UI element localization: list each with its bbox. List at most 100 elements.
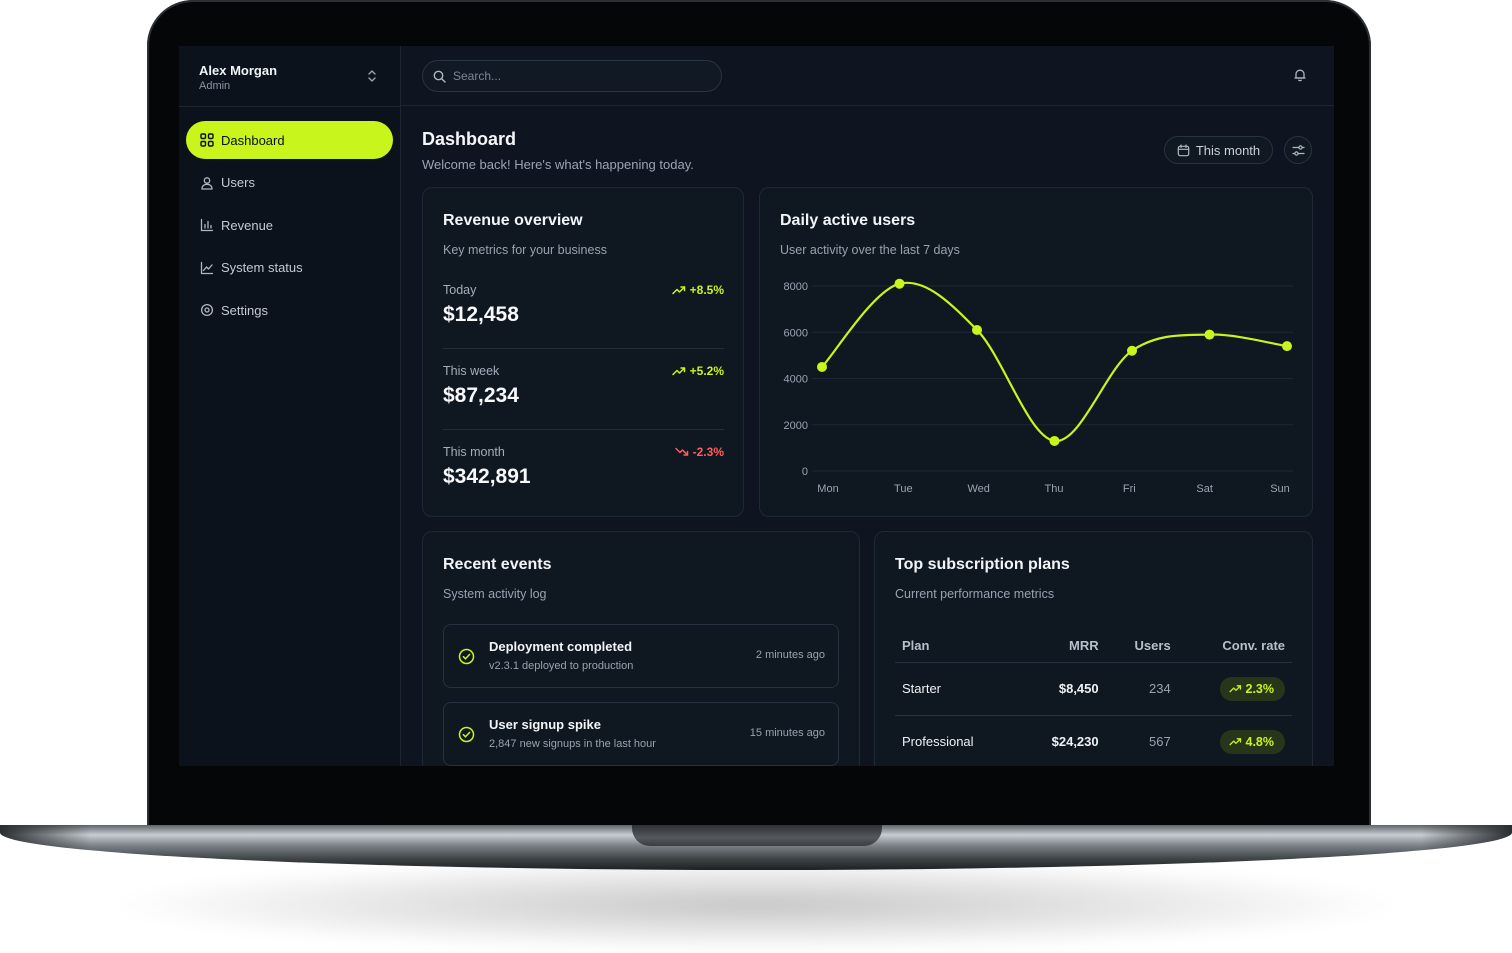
plan-rate-cell: 4.8% <box>1177 715 1292 766</box>
sidebar-item-label: Users <box>221 175 255 190</box>
sidebar-item-label: Settings <box>221 302 268 318</box>
data-point <box>1049 435 1060 446</box>
conversion-rate: 4.8% <box>1245 734 1275 749</box>
main-content: Dashboard Welcome back! Here's what's ha… <box>422 106 1313 766</box>
revenue-change: +5.2% <box>671 364 724 378</box>
card-subtitle: System activity log <box>443 587 547 601</box>
user-icon <box>200 176 214 190</box>
sidebar-item-system-status[interactable]: System status <box>186 249 393 287</box>
event-time: 15 minutes ago <box>749 727 825 739</box>
x-tick-label: Sat <box>1196 483 1213 495</box>
recent-events-card: Recent events System activity log Deploy… <box>422 531 860 766</box>
plan-name: Professional <box>895 715 1018 766</box>
x-tick-label: Mon <box>817 483 838 495</box>
trend-up-icon <box>671 286 685 295</box>
chevrons-up-down-icon[interactable] <box>366 68 378 84</box>
search-input[interactable] <box>453 69 703 83</box>
revenue-label: This week <box>443 364 500 378</box>
sidebar-item-label: Dashboard <box>221 132 285 148</box>
revenue-change: -2.3% <box>674 445 724 459</box>
column-header-conv-rate[interactable]: Conv. rate <box>1177 630 1292 663</box>
divider <box>443 348 724 349</box>
sidebar-item-label: Revenue <box>221 217 274 233</box>
event-item[interactable]: Deployment completed v2.3.1 deployed to … <box>443 624 839 688</box>
divider <box>443 429 724 430</box>
trend-up-icon <box>1228 685 1241 693</box>
date-range-label: This month <box>1195 142 1261 158</box>
revenue-overview-card: Revenue overview Key metrics for your bu… <box>422 187 744 517</box>
sidebar-nav: Dashboard Users Revenue System status <box>179 107 400 329</box>
filter-button[interactable] <box>1284 136 1312 164</box>
event-description: v2.3.1 deployed to production <box>489 660 634 672</box>
data-point <box>1204 329 1215 340</box>
sidebar-item-settings[interactable]: Settings <box>186 291 393 329</box>
bar-chart-icon <box>200 218 214 232</box>
data-point <box>1282 341 1292 352</box>
card-title: Revenue overview <box>443 212 583 229</box>
x-tick-label: Sun <box>1270 483 1290 495</box>
card-subtitle: Key metrics for your business <box>443 243 607 257</box>
check-circle-icon <box>458 648 475 665</box>
x-tick-label: Fri <box>1123 483 1136 495</box>
dau-line-chart: 0 2000 4000 6000 8000 Mon Tue Wed Thu Fri Sat Sun <box>784 278 1293 495</box>
y-tick-label: 2000 <box>784 420 808 432</box>
y-tick-label: 0 <box>802 466 808 478</box>
data-point <box>1127 345 1137 356</box>
table-row[interactable]: Professional $24,230 567 4.8% <box>895 715 1292 766</box>
conversion-badge: 2.3% <box>1219 676 1285 701</box>
revenue-value: $342,891 <box>443 465 531 488</box>
plans-table: Plan MRR Users Conv. rate Starter $8,450… <box>895 630 1292 766</box>
page-subtitle: Welcome back! Here's what's happening to… <box>422 157 694 172</box>
sliders-icon <box>1291 144 1305 156</box>
revenue-change: +8.5% <box>671 283 724 297</box>
date-range-button[interactable]: This month <box>1164 136 1273 164</box>
check-circle-icon <box>458 726 475 743</box>
sidebar-item-dashboard[interactable]: Dashboard <box>186 121 393 159</box>
revenue-change-value: -2.3% <box>692 445 724 459</box>
y-tick-label: 8000 <box>784 281 808 293</box>
revenue-change-value: +5.2% <box>689 364 724 378</box>
subscription-plans-card: Top subscription plans Current performan… <box>874 531 1313 766</box>
laptop-shadow <box>120 860 1392 950</box>
plan-name: Starter <box>895 662 1018 716</box>
daily-active-users-card: Daily active users User activity over th… <box>759 187 1313 517</box>
event-time: 2 minutes ago <box>755 649 825 661</box>
sidebar-item-revenue[interactable]: Revenue <box>186 206 393 244</box>
search-box[interactable] <box>422 60 722 92</box>
event-item[interactable]: User signup spike 2,847 new signups in t… <box>443 702 839 766</box>
y-tick-label: 6000 <box>784 327 808 339</box>
y-tick-label: 4000 <box>784 374 808 386</box>
event-title: Deployment completed <box>489 639 633 654</box>
data-point <box>972 324 982 335</box>
x-tick-label: Thu <box>1045 483 1064 495</box>
revenue-row-today: Today $12,458 +8.5% <box>443 283 724 363</box>
revenue-row-month: This month $342,891 -2.3% <box>443 445 724 525</box>
app-screen: Alex Morgan Admin Dashboard Users <box>179 46 1334 766</box>
column-header-mrr[interactable]: MRR <box>1017 630 1106 663</box>
account-switcher[interactable]: Alex Morgan Admin <box>179 46 400 107</box>
data-point <box>817 361 827 372</box>
plan-mrr: $24,230 <box>1017 715 1106 766</box>
laptop-notch <box>632 825 882 846</box>
revenue-value: $87,234 <box>443 384 519 407</box>
grid-icon <box>200 133 214 147</box>
bell-icon[interactable] <box>1293 68 1307 82</box>
conversion-rate: 2.3% <box>1245 681 1275 696</box>
line-chart-icon <box>200 261 214 275</box>
table-header-row: Plan MRR Users Conv. rate <box>895 630 1292 663</box>
sidebar: Alex Morgan Admin Dashboard Users <box>179 46 401 766</box>
trend-up-icon <box>671 367 685 376</box>
page-title: Dashboard <box>422 129 517 149</box>
revenue-label: Today <box>443 283 477 297</box>
card-subtitle: Current performance metrics <box>895 587 1055 601</box>
card-subtitle: User activity over the last 7 days <box>780 243 960 257</box>
event-description: 2,847 new signups in the last hour <box>489 738 656 750</box>
sidebar-item-users[interactable]: Users <box>186 164 393 202</box>
column-header-users[interactable]: Users <box>1105 630 1178 663</box>
x-tick-label: Wed <box>967 483 989 495</box>
trend-down-icon <box>674 447 688 456</box>
column-header-plan[interactable]: Plan <box>895 630 1018 663</box>
table-row[interactable]: Starter $8,450 234 2.3% <box>895 662 1292 716</box>
data-point <box>894 278 905 289</box>
revenue-change-value: +8.5% <box>689 283 724 297</box>
